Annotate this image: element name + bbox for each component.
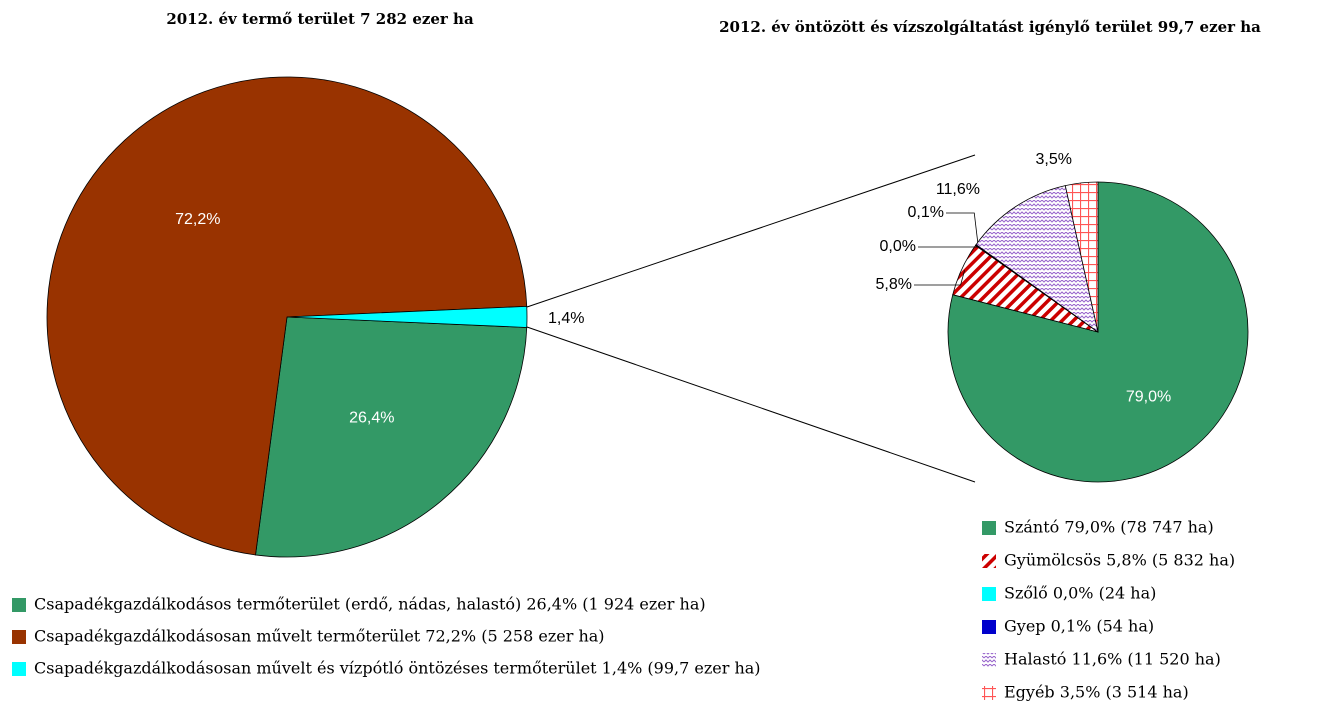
pie-slice bbox=[1064, 181, 1099, 333]
legend-swatch bbox=[12, 630, 26, 644]
chart-title: 2012. év termő terület 7 282 ezer ha bbox=[166, 10, 474, 28]
legend-label: Egyéb 3,5% (3 514 ha) bbox=[1004, 683, 1189, 702]
slice-label: 72,2% bbox=[175, 211, 220, 228]
pie-slice bbox=[975, 185, 1099, 333]
legend-swatch bbox=[982, 653, 996, 667]
chart-title: 2012. év öntözött és vízszolgáltatást ig… bbox=[719, 18, 1261, 36]
legend-label: Csapadékgazdálkodásos termőterület (erdő… bbox=[34, 595, 706, 614]
leader-line bbox=[914, 270, 965, 286]
slice-label: 0,1% bbox=[908, 204, 944, 221]
legend-label: Csapadékgazdálkodásosan művelt termőterü… bbox=[34, 627, 605, 646]
legend-swatch bbox=[982, 620, 996, 634]
legend-swatch bbox=[982, 554, 996, 568]
legend-label: Szőlő 0,0% (24 ha) bbox=[1004, 584, 1156, 603]
slice-label: 26,4% bbox=[349, 409, 394, 426]
legend-swatch bbox=[982, 521, 996, 535]
slice-label: 3,5% bbox=[1036, 151, 1072, 168]
legend-label: Halastó 11,6% (11 520 ha) bbox=[1004, 650, 1221, 669]
leader-line bbox=[946, 212, 979, 247]
slice-label: 5,8% bbox=[876, 276, 912, 293]
legend-swatch bbox=[12, 598, 26, 612]
pie-slice bbox=[46, 76, 528, 556]
slice-label: 79,0% bbox=[1126, 388, 1171, 405]
pie-slice bbox=[255, 316, 528, 558]
legend-label: Szántó 79,0% (78 747 ha) bbox=[1004, 518, 1214, 537]
slice-label: 11,6% bbox=[936, 181, 980, 198]
legend-label: Gyümölcsös 5,8% (5 832 ha) bbox=[1004, 551, 1235, 570]
legend-label: Csapadékgazdálkodásosan művelt és vízpót… bbox=[34, 659, 761, 678]
slice-label: 0,0% bbox=[880, 238, 916, 255]
pie-slice bbox=[286, 305, 528, 328]
connector-line bbox=[526, 326, 976, 483]
legend-swatch bbox=[12, 662, 26, 676]
connector-line bbox=[526, 154, 976, 308]
legend-swatch bbox=[982, 686, 996, 700]
legend-swatch bbox=[982, 587, 996, 601]
legend-label: Gyep 0,1% (54 ha) bbox=[1004, 617, 1154, 636]
slice-label: 1,4% bbox=[548, 310, 584, 327]
